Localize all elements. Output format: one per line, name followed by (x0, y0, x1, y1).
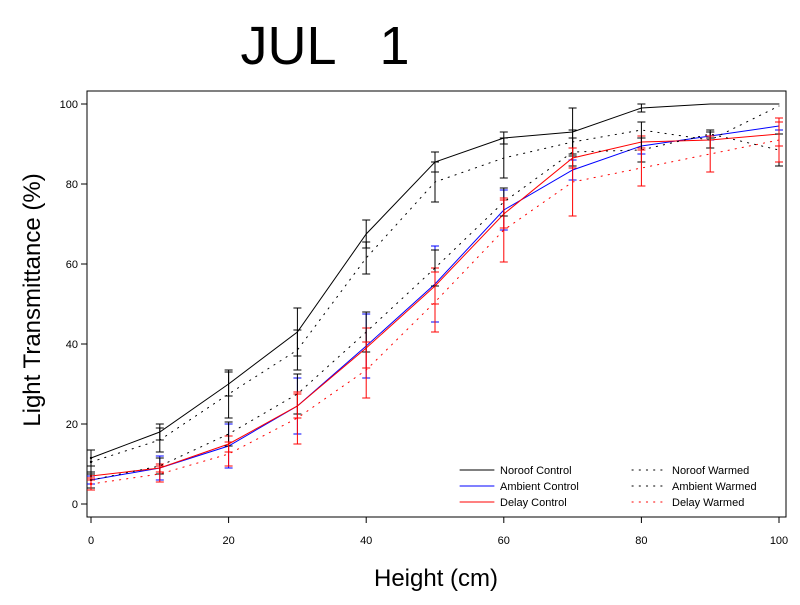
legend-label: Ambient Warmed (672, 481, 757, 493)
x-tick-label: 100 (770, 535, 788, 547)
x-tick-label: 20 (222, 535, 234, 547)
legend: Noroof Control Ambient Control Delay Contr… (459, 465, 757, 509)
x-tick-label: 0 (88, 535, 94, 547)
series-line (90, 139, 780, 485)
x-axis: 0 20 40 60 80 100 (88, 517, 788, 547)
y-tick-label: 0 (72, 499, 78, 511)
x-tick-label: 60 (498, 535, 510, 547)
series-delay-warmed (87, 117, 783, 491)
legend-label: Ambient Control (500, 481, 579, 493)
y-tick-label: 40 (66, 339, 78, 351)
x-tick-label: 80 (635, 535, 647, 547)
legend-label: Delay Control (500, 497, 567, 509)
y-axis: 0 20 40 60 80 100 (60, 99, 87, 511)
legend-label: Delay Warmed (672, 497, 744, 509)
y-tick-label: 80 (66, 179, 78, 191)
series-noroof-warmed (87, 105, 780, 475)
legend-label: Noroof Control (500, 465, 572, 477)
x-tick-label: 40 (360, 535, 372, 547)
chart-title: JUL 1 (240, 16, 409, 76)
legend-label: Noroof Warmed (672, 465, 749, 477)
series-layer (87, 103, 783, 491)
plot-area (86, 90, 787, 518)
x-axis-label: Height (cm) (374, 565, 498, 592)
data-point (89, 460, 93, 464)
y-tick-label: 60 (66, 259, 78, 271)
y-axis-label: Light Transmittance (%) (19, 173, 46, 426)
y-tick-label: 100 (60, 99, 78, 111)
y-tick-label: 20 (66, 419, 78, 431)
series-noroof-control (87, 103, 780, 467)
data-point (89, 482, 93, 486)
series-line (90, 133, 780, 481)
